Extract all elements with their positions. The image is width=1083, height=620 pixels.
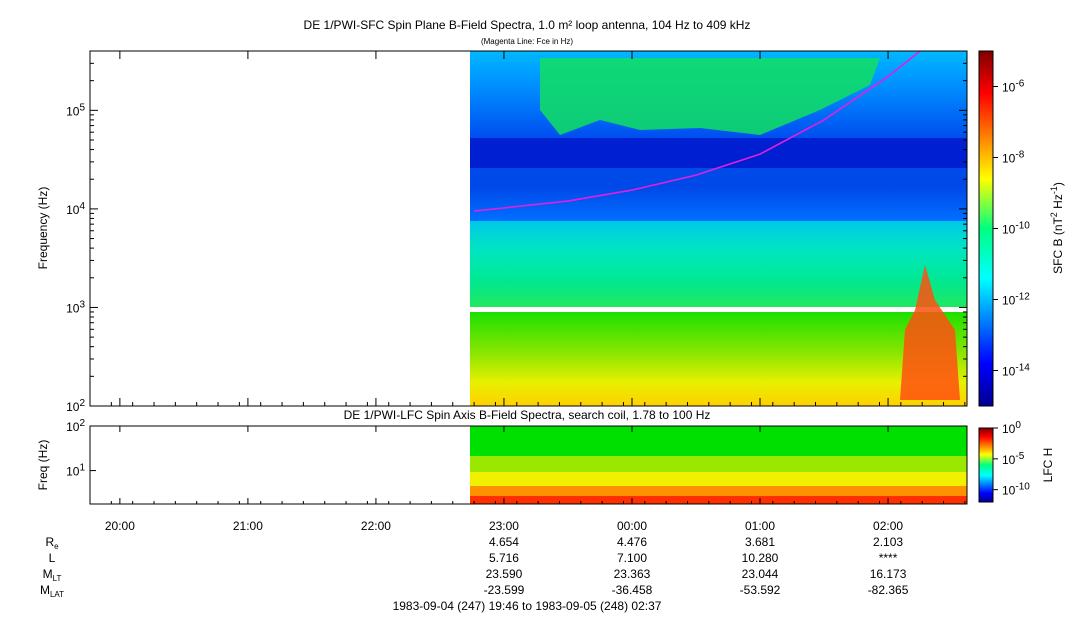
lfc-band-5 xyxy=(470,496,967,504)
ephemeris-value: -82.365 xyxy=(868,583,909,597)
lfc-band-3 xyxy=(470,472,967,486)
sfc-ytick-label: 104 xyxy=(66,201,85,217)
fce-line-group xyxy=(474,50,921,212)
ephemeris-value: 23.363 xyxy=(614,567,651,581)
lfc-title: DE 1/PWI-LFC Spin Axis B-Field Spectra, … xyxy=(344,408,711,422)
sfc-emission-patch xyxy=(540,58,880,135)
ephemeris-value: 4.654 xyxy=(489,535,519,549)
sfc-ytick-label: 105 xyxy=(66,102,85,118)
ephemeris-value: 7.100 xyxy=(617,551,647,565)
lfc-colorbar-tick-label: 10-5 xyxy=(1002,451,1025,467)
sfc-ytick-label: 102 xyxy=(66,398,85,414)
lfc-colorbar-tick-label: 100 xyxy=(1002,420,1021,436)
sfc-subtitle: (Magenta Line: Fce in Hz) xyxy=(481,37,573,46)
time-tick-label: 22:00 xyxy=(361,519,391,533)
time-axis: 20:00 21:00 22:00 23:00 00:00 01:00 02:00 xyxy=(89,51,966,533)
sfc-colorbar-tick-label: 10-8 xyxy=(1002,150,1025,166)
lfc-band-2 xyxy=(470,456,967,472)
ephemeris-row-label: Re xyxy=(45,535,59,551)
sfc-colorbar xyxy=(978,50,994,407)
lfc-frame xyxy=(89,425,968,505)
sfc-colorbar-tick-label: 10-12 xyxy=(1002,292,1030,308)
ephemeris-value: **** xyxy=(879,551,898,565)
lfc-colorbar-label: LFC H xyxy=(1041,448,1055,483)
ephemeris-row-label: L xyxy=(49,551,56,565)
sfc-colorbar-tick-label: 10-10 xyxy=(1002,221,1030,237)
ephemeris-value: -23.599 xyxy=(484,583,525,597)
time-tick-label: 02:00 xyxy=(873,519,903,533)
sfc-ylabel: Frequency (Hz) xyxy=(36,187,50,270)
lfc-band-4 xyxy=(470,486,967,496)
lfc-ytick-label: 101 xyxy=(66,463,85,479)
fce-line xyxy=(474,50,921,212)
sfc-mid-band xyxy=(470,221,967,307)
sfc-colorbar-tick-label: 10-14 xyxy=(1002,363,1030,379)
ephemeris-row-label: MLT xyxy=(43,567,62,583)
time-tick-label: 00:00 xyxy=(617,519,647,533)
lfc-spectrogram: 101 102 xyxy=(66,418,968,505)
ephemeris-value: -53.592 xyxy=(740,583,781,597)
sfc-red-burst xyxy=(900,265,960,400)
sfc-colorbar-label: SFC B (nT2 Hz-1) xyxy=(1049,182,1065,274)
time-tick-label: 20:00 xyxy=(105,519,135,533)
ephemeris-table: Re 4.654 4.476 3.681 2.103 L 5.716 7.100 10.280 *… xyxy=(40,535,909,599)
ephemeris-value: -36.458 xyxy=(612,583,653,597)
time-tick-label: 23:00 xyxy=(489,519,519,533)
lfc-ytick-label: 102 xyxy=(66,418,85,434)
ephemeris-row-label: MLAT xyxy=(40,583,64,599)
sfc-spectrogram: 102 103 104 105 xyxy=(66,50,968,414)
sfc-colorbar-tick-label: 10-6 xyxy=(1002,79,1025,95)
ephemeris-value: 23.044 xyxy=(742,567,779,581)
footer-range: 1983-09-04 (247) 19:46 to 1983-09-05 (24… xyxy=(393,599,662,613)
time-tick-label: 01:00 xyxy=(745,519,775,533)
ephemeris-value: 23.590 xyxy=(486,567,523,581)
time-tick-label: 21:00 xyxy=(233,519,263,533)
ephemeris-value: 2.103 xyxy=(873,535,903,549)
sfc-low-band xyxy=(470,312,967,406)
ephemeris-value: 4.476 xyxy=(617,535,647,549)
sfc-dark-band xyxy=(470,138,967,168)
lfc-band-1 xyxy=(470,426,967,456)
lfc-colorbar-tick-label: 10-10 xyxy=(1002,482,1030,498)
ephemeris-value: 10.280 xyxy=(742,551,779,565)
sfc-title: DE 1/PWI-SFC Spin Plane B-Field Spectra,… xyxy=(304,18,751,32)
ephemeris-value: 16.173 xyxy=(870,567,907,581)
sfc-gap xyxy=(470,307,967,312)
ephemeris-value: 5.716 xyxy=(489,551,519,565)
lfc-ylabel: Freq (Hz) xyxy=(36,440,50,491)
lfc-colorbar xyxy=(978,427,994,503)
sfc-ytick-label: 103 xyxy=(66,299,85,315)
ephemeris-value: 3.681 xyxy=(745,535,775,549)
sfc-frame xyxy=(89,50,968,407)
